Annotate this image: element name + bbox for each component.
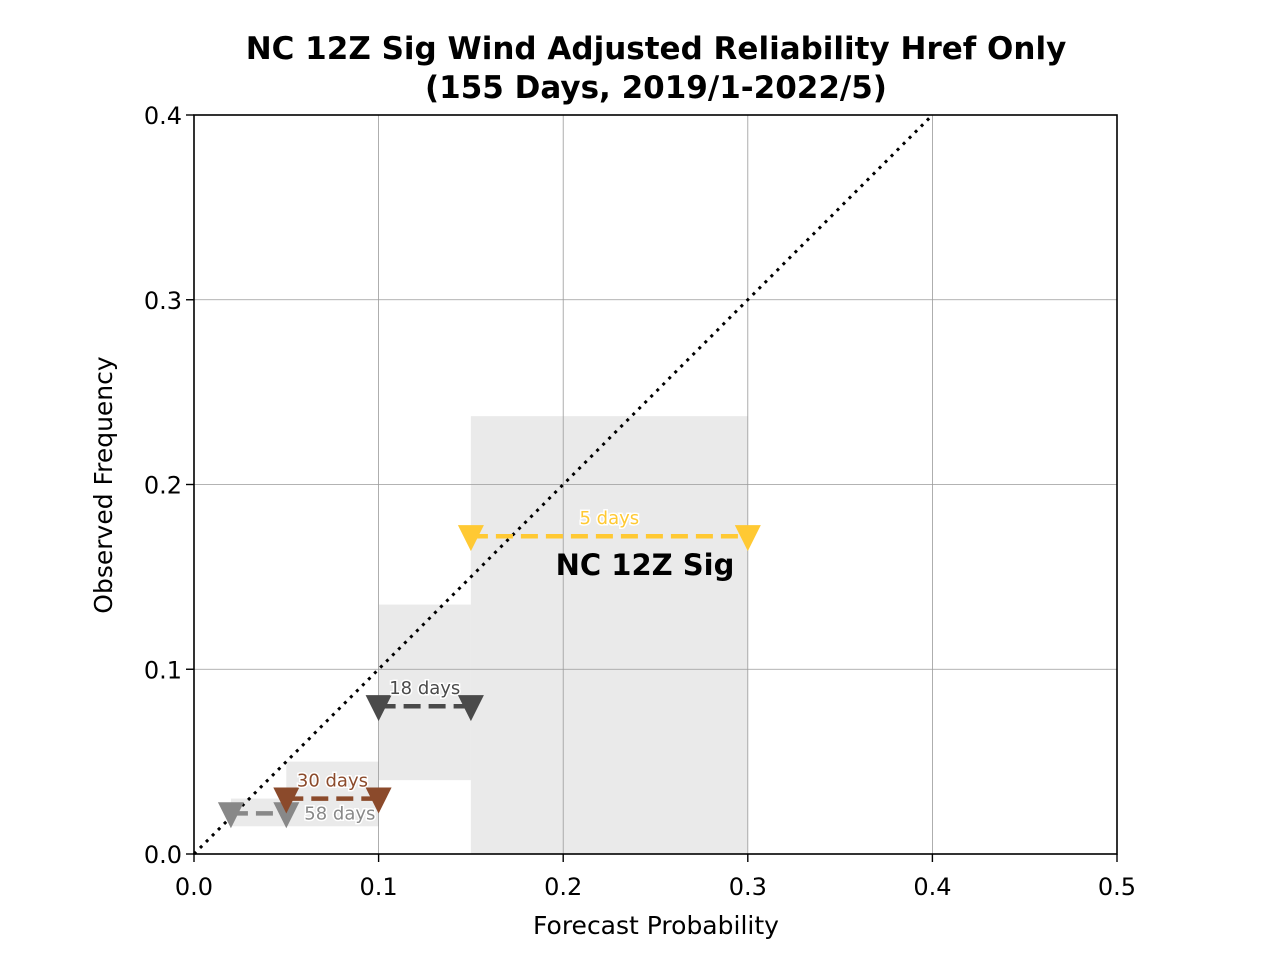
x-tick-label: 0.1	[360, 873, 398, 901]
x-tick-label: 0.5	[1098, 873, 1136, 901]
ci-box-1	[286, 761, 379, 827]
chart-title: NC 12Z Sig Wind Adjusted Reliability Hre…	[246, 31, 1067, 67]
bin-marker-start-3	[457, 525, 484, 552]
x-tick-label: 0.2	[544, 873, 582, 901]
bin-marker-start-0	[217, 802, 244, 829]
x-tick-label: 0.0	[175, 873, 213, 901]
ci-box-2	[378, 604, 471, 781]
y-tick-label: 0.0	[144, 841, 182, 869]
bin-label-1: 30 days	[297, 771, 368, 792]
y-axis-label: Observed Frequency	[89, 356, 118, 614]
y-tick-label: 0.1	[144, 656, 182, 684]
x-tick-label: 0.3	[729, 873, 767, 901]
y-tick-label: 0.4	[144, 102, 182, 130]
bin-label-3: 5 days	[580, 508, 640, 529]
bin-marker-start-1	[273, 787, 300, 814]
bin-marker-end-2	[457, 695, 484, 722]
bins: 58 days 30 days 18 days 5 days	[217, 507, 761, 829]
bin-marker-end-3	[734, 525, 761, 552]
x-axis-label: Forecast Probability	[533, 911, 779, 940]
confidence-boxes	[230, 416, 748, 854]
bin-marker-end-1	[365, 787, 392, 814]
bin-label-2: 18 days	[389, 678, 460, 699]
ci-box-3	[470, 416, 748, 854]
x-tick-label: 0.4	[913, 873, 951, 901]
chart-subtitle: (155 Days, 2019/1-2022/5)	[425, 70, 887, 106]
y-tick-label: 0.3	[144, 287, 182, 315]
grid	[194, 115, 1117, 854]
bin-label-0: 58 days	[304, 803, 375, 824]
y-axis-ticks: 0.0 0.1 0.2 0.3 0.4	[144, 102, 194, 869]
y-tick-label: 0.2	[144, 472, 182, 500]
bin-marker-start-2	[365, 695, 392, 722]
x-axis-ticks: 0.0 0.1 0.2 0.3 0.4 0.5	[175, 854, 1136, 901]
bin-marker-end-0	[273, 802, 300, 829]
series-label: NC 12Z Sig	[556, 548, 735, 582]
